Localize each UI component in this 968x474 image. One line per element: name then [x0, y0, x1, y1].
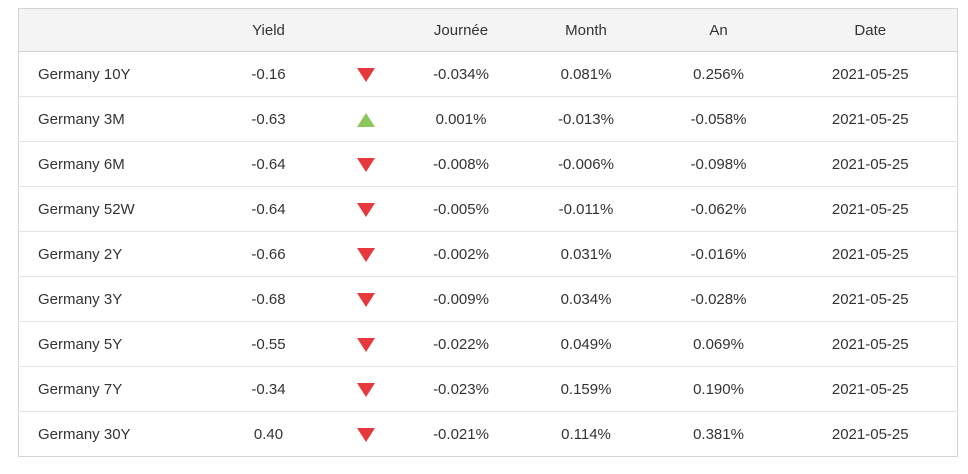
- table-row[interactable]: Germany 5Y -0.55 -0.022% 0.049% 0.069% 2…: [18, 321, 958, 367]
- month-change: -0.011%: [558, 200, 614, 218]
- table-row[interactable]: Germany 3M -0.63 0.001% -0.013% -0.058% …: [18, 96, 958, 142]
- month-change: 0.159%: [560, 380, 612, 398]
- table-row[interactable]: Germany 52W -0.64 -0.005% -0.011% -0.062…: [18, 186, 958, 232]
- month-change: -0.013%: [558, 110, 614, 128]
- date-value: 2021-05-25: [831, 290, 909, 308]
- year-change: 0.256%: [693, 65, 744, 83]
- direction-cell: [329, 97, 404, 142]
- date-value: 2021-05-25: [831, 65, 909, 83]
- table-row[interactable]: Germany 30Y 0.40 -0.021% 0.114% 0.381% 2…: [18, 411, 958, 457]
- arrow-down-icon: [357, 427, 375, 442]
- arrow-up-icon: [357, 112, 375, 127]
- direction-cell: [329, 322, 404, 367]
- day-change: -0.023%: [433, 380, 489, 398]
- year-change: -0.028%: [690, 290, 747, 308]
- yield-value: -0.64: [251, 200, 286, 218]
- year-change: -0.062%: [690, 200, 747, 218]
- bond-name-link[interactable]: Germany 30Y: [38, 425, 131, 443]
- day-change: -0.009%: [433, 290, 489, 308]
- year-change: 0.069%: [693, 335, 744, 353]
- table-row[interactable]: Germany 7Y -0.34 -0.023% 0.159% 0.190% 2…: [18, 366, 958, 412]
- bond-name-link[interactable]: Germany 7Y: [38, 380, 123, 398]
- arrow-down-icon: [357, 157, 375, 172]
- month-change: 0.081%: [560, 65, 612, 83]
- header-year: An: [653, 8, 784, 52]
- header-instrument: [18, 8, 209, 52]
- day-change: 0.001%: [435, 110, 487, 128]
- yield-value: 0.40: [253, 425, 284, 443]
- day-change: -0.034%: [433, 65, 489, 83]
- date-value: 2021-05-25: [831, 245, 909, 263]
- bond-name-link[interactable]: Germany 5Y: [38, 335, 123, 353]
- table-row[interactable]: Germany 6M -0.64 -0.008% -0.006% -0.098%…: [18, 141, 958, 187]
- date-value: 2021-05-25: [831, 380, 909, 398]
- yield-value: -0.55: [251, 335, 286, 353]
- date-value: 2021-05-25: [831, 200, 909, 218]
- year-change: -0.098%: [690, 155, 747, 173]
- day-change: -0.021%: [433, 425, 489, 443]
- bond-yields-table: Yield Journée Month An Date Germany 10Y …: [18, 8, 958, 457]
- month-change: 0.034%: [560, 290, 612, 308]
- direction-cell: [329, 142, 404, 187]
- yield-value: -0.34: [251, 380, 286, 398]
- bond-name-link[interactable]: Germany 6M: [38, 155, 125, 173]
- month-change: 0.114%: [561, 425, 611, 443]
- bond-name-link[interactable]: Germany 3M: [38, 110, 125, 128]
- direction-cell: [329, 412, 404, 457]
- direction-cell: [329, 52, 404, 97]
- arrow-down-icon: [357, 247, 375, 262]
- date-value: 2021-05-25: [831, 155, 909, 173]
- yield-value: -0.64: [251, 155, 286, 173]
- month-change: 0.049%: [560, 335, 612, 353]
- bond-name-link[interactable]: Germany 2Y: [38, 245, 123, 263]
- day-change: -0.002%: [433, 245, 489, 263]
- date-value: 2021-05-25: [831, 425, 909, 443]
- year-change: -0.016%: [690, 245, 747, 263]
- direction-cell: [329, 187, 404, 232]
- header-date: Date: [783, 8, 958, 52]
- header-direction: [328, 8, 404, 52]
- arrow-down-icon: [357, 67, 375, 82]
- direction-cell: [329, 367, 404, 412]
- yield-value: -0.16: [251, 65, 286, 83]
- date-value: 2021-05-25: [831, 110, 909, 128]
- bond-name-link[interactable]: Germany 52W: [38, 200, 135, 218]
- header-yield: Yield: [208, 8, 329, 52]
- yield-value: -0.63: [251, 110, 286, 128]
- day-change: -0.008%: [433, 155, 489, 173]
- table-row[interactable]: Germany 10Y -0.16 -0.034% 0.081% 0.256% …: [18, 51, 958, 97]
- direction-cell: [329, 277, 404, 322]
- date-value: 2021-05-25: [831, 335, 909, 353]
- yield-value: -0.68: [251, 290, 286, 308]
- arrow-down-icon: [357, 382, 375, 397]
- bond-name-link[interactable]: Germany 3Y: [38, 290, 123, 308]
- year-change: -0.058%: [690, 110, 747, 128]
- header-month: Month: [518, 8, 654, 52]
- arrow-down-icon: [357, 337, 375, 352]
- direction-cell: [329, 232, 404, 277]
- year-change: 0.381%: [693, 425, 744, 443]
- day-change: -0.022%: [433, 335, 489, 353]
- month-change: 0.031%: [560, 245, 612, 263]
- table-header-row: Yield Journée Month An Date: [18, 8, 958, 52]
- month-change: -0.006%: [558, 155, 614, 173]
- arrow-down-icon: [357, 202, 375, 217]
- header-day: Journée: [403, 8, 519, 52]
- yield-value: -0.66: [251, 245, 286, 263]
- table-row[interactable]: Germany 3Y -0.68 -0.009% 0.034% -0.028% …: [18, 276, 958, 322]
- table-row[interactable]: Germany 2Y -0.66 -0.002% 0.031% -0.016% …: [18, 231, 958, 277]
- year-change: 0.190%: [693, 380, 744, 398]
- day-change: -0.005%: [433, 200, 489, 218]
- bond-name-link[interactable]: Germany 10Y: [38, 65, 131, 83]
- arrow-down-icon: [357, 292, 375, 307]
